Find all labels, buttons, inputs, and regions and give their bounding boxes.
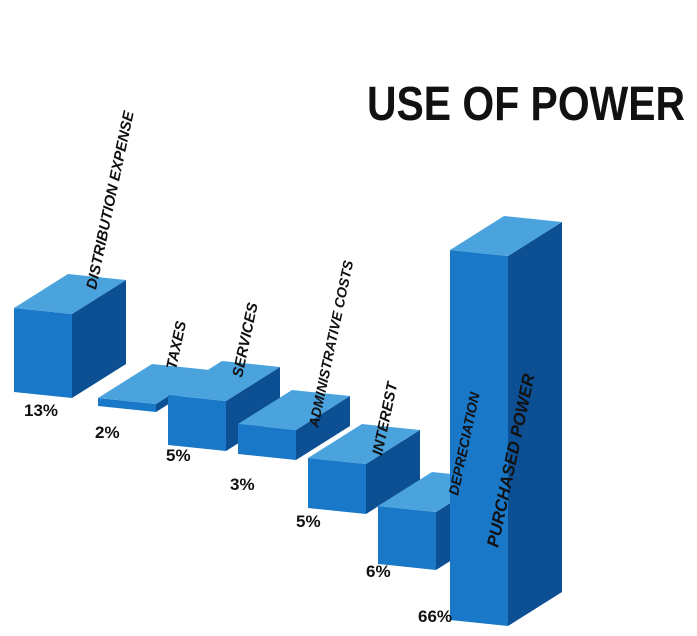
bar-top-face bbox=[168, 361, 280, 401]
bar-top-face bbox=[238, 390, 350, 430]
bar-4 bbox=[308, 424, 420, 514]
bar-front-face bbox=[238, 424, 296, 460]
value-label: 3% bbox=[230, 475, 255, 494]
bar-front-face bbox=[308, 458, 366, 514]
bar-6 bbox=[450, 216, 562, 626]
chart-title: USE OF POWER bbox=[367, 78, 685, 131]
value-label: 5% bbox=[296, 512, 321, 531]
category-label: DISTRIBUTION EXPENSE bbox=[83, 109, 138, 291]
bar-top-face bbox=[98, 364, 210, 404]
bar-front-face bbox=[168, 395, 226, 451]
value-label: 13% bbox=[24, 401, 58, 420]
bar-front-face bbox=[98, 398, 156, 412]
bars-group bbox=[14, 216, 562, 626]
value-label: 66% bbox=[418, 607, 452, 626]
bar-side-face bbox=[72, 280, 126, 398]
bar-3 bbox=[238, 390, 350, 460]
bar-top-face bbox=[308, 424, 420, 464]
bar-top-face bbox=[450, 216, 562, 256]
bar-front-face bbox=[450, 250, 508, 626]
value-label: 2% bbox=[95, 423, 120, 442]
value-label: 6% bbox=[366, 562, 391, 581]
bar-top-face bbox=[14, 274, 126, 314]
value-label: 5% bbox=[166, 446, 191, 465]
bar-2 bbox=[168, 361, 280, 451]
bar-side-face bbox=[296, 396, 350, 460]
bar-front-face bbox=[378, 506, 436, 570]
bar-side-face bbox=[508, 222, 562, 626]
category-label: TAXES bbox=[163, 319, 190, 370]
bar-side-face bbox=[366, 430, 420, 514]
bar-front-face bbox=[14, 308, 72, 398]
bar-0 bbox=[14, 274, 126, 398]
